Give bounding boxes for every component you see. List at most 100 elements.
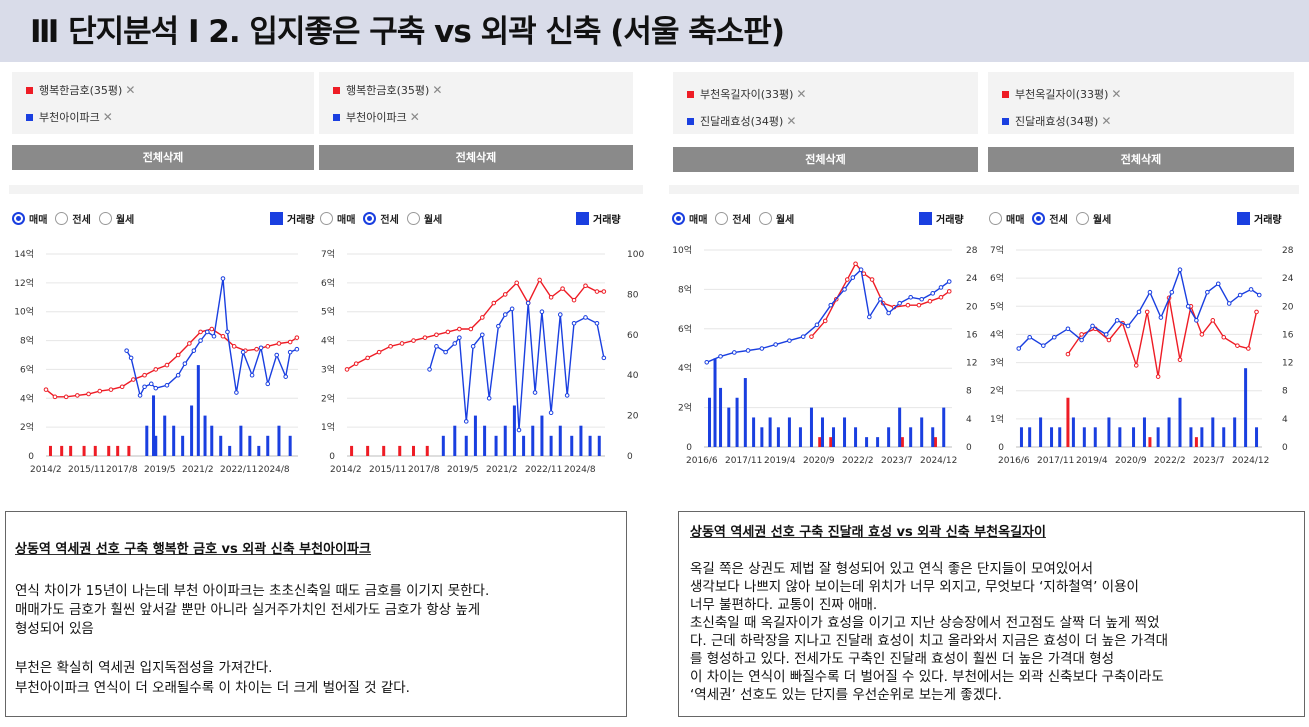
remove-icon[interactable]: ✕ [432,83,443,97]
y-left-tick-label: 1억 [321,421,335,433]
volume-bar [760,427,764,447]
page-header: Ⅲ 단지분석 I 2. 입지좋은 구축 vs 외곽 신축 (서울 축소판) [0,0,1309,62]
radio-circle[interactable] [363,212,377,225]
delete-all-button[interactable]: 전체삭제 [319,145,633,170]
y-left-tick-label: 12억 [14,277,34,289]
series-point [1185,303,1191,309]
radio-circle[interactable] [715,212,729,225]
radio-circle[interactable] [758,212,772,225]
series-point [119,384,125,390]
remove-icon[interactable]: ✕ [1101,114,1112,128]
x-tick-label: 2022/11 [220,465,257,475]
series-point [470,344,476,349]
remove-icon[interactable]: ✕ [102,110,113,124]
series-point [532,390,538,395]
volume-legend[interactable]: 거래량 [576,211,621,226]
trade-type-radio-group: 매매 전세 월세 [12,211,142,226]
radio-circle[interactable] [98,212,112,225]
volume-legend[interactable]: 거래량 [1237,211,1282,226]
selected-complex-item[interactable]: 행복한금호(35평) ✕ [333,82,442,98]
volume-bar [277,425,281,456]
volume-bar [412,445,416,456]
volume-bar [900,437,904,447]
series-point [137,393,143,398]
x-tick-label: 2017/11 [725,456,762,466]
series-point [1090,323,1095,329]
series-point [265,381,271,387]
radio-circle[interactable] [1075,212,1089,225]
volume-bar [1107,417,1111,447]
remove-icon[interactable]: ✕ [796,87,807,101]
selected-complex-item[interactable]: 부천아이파크 ✕ [333,109,420,125]
y-right-tick-label: 20 [627,412,639,422]
radio-wolse[interactable]: 월세 [1075,211,1111,226]
radio-sale[interactable]: 매매 [320,211,355,226]
delete-all-button[interactable]: 전체삭제 [673,147,978,172]
series-point [276,341,282,346]
series-point [759,346,765,351]
volume-bar [512,405,516,456]
selection-box: 부천옥길자이(33평) ✕ 진달래효성(34평) ✕ [988,72,1294,134]
y-left-tick-label: 6억 [990,272,1004,284]
radio-wolse[interactable]: 월세 [98,211,134,226]
series-point [191,348,197,353]
remove-icon[interactable]: ✕ [409,110,420,124]
remove-icon[interactable]: ✕ [125,83,136,97]
radio-circle[interactable] [406,212,420,225]
series-point [124,348,129,353]
selected-complex-item[interactable]: 부천옥길자이(33평) ✕ [1002,86,1121,102]
series-point [265,344,271,349]
series-point [1205,289,1210,295]
radio-circle[interactable] [989,212,1002,225]
radio-sale[interactable]: 매매 [672,211,707,226]
volume-bar [288,435,292,456]
radio-circle[interactable] [1032,212,1046,225]
analysis-line: 옥길 쪽은 상권도 제법 잘 형성되어 있고 연식 좋은 단지들이 모여있어서 [690,561,1094,577]
radio-circle[interactable] [672,212,685,225]
radio-jeonse[interactable]: 전세 [1032,211,1068,226]
selected-complex-item[interactable]: 진달래효성(34평) ✕ [1002,113,1111,129]
radio-circle[interactable] [55,212,69,225]
volume-bar [48,445,52,456]
x-tick-label: 2015/11 [68,465,105,475]
volume-bar [1142,417,1146,447]
radio-jeonse[interactable]: 전세 [55,211,91,226]
selected-complex-item[interactable]: 부천옥길자이(33평) ✕ [687,86,806,102]
series-point [557,312,563,317]
delete-all-button[interactable]: 전체삭제 [12,145,314,170]
y-right-tick-label: 60 [627,331,639,341]
series-point [1147,289,1153,295]
remove-icon[interactable]: ✕ [786,114,797,128]
series-point [399,341,405,346]
volume-bar [1028,427,1032,447]
volume-legend[interactable]: 거래량 [270,211,317,226]
series-point [1169,289,1175,295]
selected-complex-item[interactable]: 행복한금호(35평) ✕ [26,82,135,98]
remove-icon[interactable]: ✕ [1111,87,1122,101]
radio-wolse[interactable]: 월세 [758,211,794,226]
radio-jeonse[interactable]: 전세 [715,211,751,226]
radio-circle[interactable] [320,212,333,225]
volume-bar [588,435,592,456]
radio-wolse[interactable]: 월세 [406,211,442,226]
volume-bar [483,425,487,456]
selected-complex-item[interactable]: 진달래효성(34평) ✕ [687,113,796,129]
series-point [496,323,501,329]
series-point [1155,374,1161,379]
delete-all-button[interactable]: 전체삭제 [988,147,1294,172]
y-right-tick-label: 100 [627,250,644,260]
radio-circle[interactable] [12,212,25,225]
radio-sale[interactable]: 매매 [12,211,47,226]
radio-sale[interactable]: 매매 [989,211,1024,226]
radio-jeonse[interactable]: 전세 [363,211,399,226]
series-point [814,322,820,328]
volume-bar [787,417,791,447]
series-point [594,320,600,326]
volume-legend[interactable]: 거래량 [919,211,964,226]
complex-name: 행복한금호(35평) [346,84,430,97]
series-point [548,410,554,416]
series-point [445,329,451,335]
selected-complex-item[interactable]: 부천아이파크 ✕ [26,109,113,125]
series-color-square [687,90,694,98]
x-tick-label: 2023/7 [1193,456,1225,466]
